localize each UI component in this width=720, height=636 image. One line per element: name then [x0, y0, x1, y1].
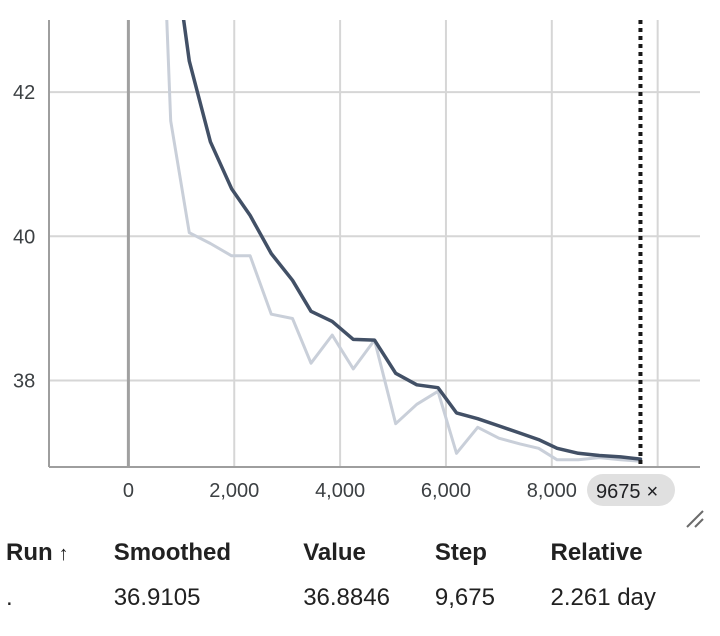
column-header-step[interactable]: Step — [434, 539, 487, 566]
step-chip[interactable]: 9675 × — [587, 474, 675, 506]
step-chip-label: 9675 × — [596, 481, 658, 503]
axes — [48, 20, 700, 468]
y-tick-label: 38 — [13, 370, 35, 392]
series-layer — [165, 20, 643, 463]
y-tick-labels: 38 40 42 — [13, 82, 35, 392]
resize-handle-icon[interactable] — [684, 508, 706, 530]
x-tick-label: 0 — [123, 480, 134, 502]
x-tick-label: 2,000 — [209, 480, 259, 502]
sort-arrow-up-icon[interactable]: ↑ — [58, 543, 69, 565]
table-row: . 36.9105 36.8846 9,675 2.261 day — [0, 572, 720, 624]
cell-relative: 2.261 day — [550, 584, 656, 611]
column-header-run[interactable]: Run ↑ — [0, 534, 114, 572]
column-header-value[interactable]: Value — [303, 539, 366, 566]
cell-step: 9,675 — [434, 584, 495, 611]
column-header-relative[interactable]: Relative — [550, 539, 643, 566]
cell-run: . — [6, 584, 13, 611]
close-icon[interactable]: × — [647, 481, 659, 503]
tooltip-table: Run ↑ Smoothed Value Step Relative . 36.9… — [0, 534, 720, 624]
series-line-raw — [165, 20, 642, 463]
grid — [49, 20, 700, 467]
cell-value: 36.8846 — [303, 584, 390, 611]
x-tick-labels: 0 2,000 4,000 6,000 8,000 — [123, 480, 577, 502]
cursor-step-value: 9675 — [596, 481, 641, 503]
column-header-smoothed[interactable]: Smoothed — [113, 539, 232, 566]
step-chip-background — [587, 474, 675, 506]
cell-smoothed: 36.9105 — [113, 584, 201, 611]
x-tick-label: 4,000 — [315, 480, 365, 502]
chart[interactable]: 0 2,000 4,000 6,000 8,000 38 40 42 9675 × — [0, 0, 720, 520]
y-tick-label: 40 — [13, 226, 35, 248]
x-tick-label: 6,000 — [421, 480, 471, 502]
y-tick-label: 42 — [13, 82, 35, 104]
series-line-smoothed — [181, 20, 643, 461]
tooltip-header-row: Run ↑ Smoothed Value Step Relative — [0, 534, 720, 572]
x-tick-label: 8,000 — [527, 480, 577, 502]
run-header-label: Run — [6, 539, 53, 566]
